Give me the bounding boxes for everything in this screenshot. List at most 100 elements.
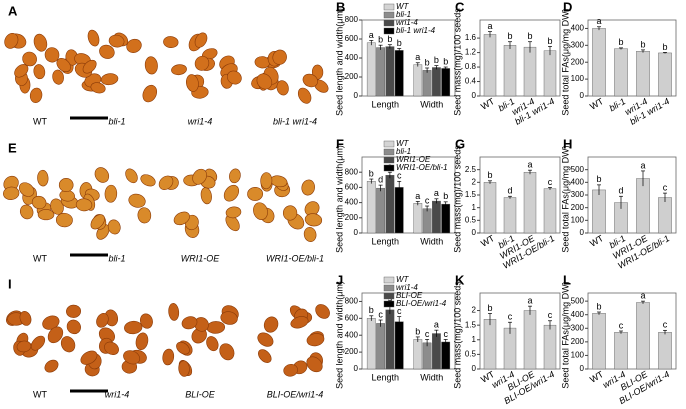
significance-letter: a (487, 21, 492, 31)
bar (394, 187, 404, 234)
seed-photo (163, 32, 242, 99)
seed (44, 47, 60, 63)
legend-swatch (383, 19, 395, 27)
bar (441, 68, 451, 97)
y-tick-label: 300 (571, 190, 585, 199)
y-tick-label: 500 (571, 296, 585, 305)
y-tick-label: 0.5 (465, 215, 477, 224)
significance-letter: b (527, 31, 532, 41)
significance-letter: b (369, 168, 374, 178)
photo-label: BLI-OE (185, 389, 216, 399)
bar (413, 203, 423, 234)
seed (100, 73, 119, 86)
seed-photo (257, 304, 330, 377)
seed (144, 56, 158, 75)
seed (306, 356, 323, 373)
bar (636, 302, 650, 370)
seed (311, 64, 324, 80)
seed (301, 179, 315, 196)
bar (636, 178, 650, 234)
error-bar (597, 26, 601, 31)
legend-label: wri1-4 (396, 18, 418, 27)
y-axis-label: Seed total FAs(μg/mg DW) (560, 145, 570, 252)
bar (432, 333, 441, 370)
panel-letter: C (455, 0, 465, 14)
seed (302, 73, 318, 88)
y-tick-label: 300 (571, 40, 585, 49)
y-tick-label: 2 (472, 306, 477, 315)
seed (158, 175, 174, 190)
seed (258, 349, 272, 363)
y-tick-label: 0 (580, 228, 585, 237)
seed (128, 193, 146, 208)
seed (33, 64, 46, 80)
bar (543, 324, 557, 370)
photo-label: bli-1 wri1-4 (273, 116, 317, 126)
y-tick-label: 1.2 (465, 48, 477, 57)
plot-frame (361, 292, 456, 370)
y-tick-label: 800 (345, 15, 359, 24)
bar (614, 332, 628, 370)
seed (33, 33, 48, 52)
seed (297, 87, 312, 104)
bar (376, 187, 385, 234)
error-bar (378, 184, 383, 192)
error-bar (397, 48, 402, 53)
seed-photo (80, 309, 153, 377)
bar (483, 182, 497, 234)
seed (58, 178, 74, 193)
plot-frame (587, 292, 677, 370)
seed-photo (3, 169, 79, 228)
panel-letter: A (8, 3, 18, 18)
significance-letter: a (387, 295, 392, 305)
error-bar (369, 40, 374, 46)
y-tick-label: 600 (345, 313, 359, 322)
significance-letter: c (378, 309, 383, 319)
error-bar (434, 198, 439, 204)
y-axis-label: Seed mass(mg)/100 seeds (452, 281, 462, 389)
seed (219, 343, 235, 361)
legend-swatch (383, 292, 395, 300)
seed (37, 169, 49, 187)
legend-label: WT (396, 275, 410, 284)
x-tick-label: Length (371, 99, 399, 109)
significance-letter: b (443, 191, 448, 201)
bar (523, 171, 537, 234)
significance-letter: a (415, 52, 420, 62)
y-tick-label: 200 (571, 203, 585, 212)
significance-letter: a (369, 30, 374, 40)
significance-letter: b (596, 301, 601, 311)
error-bar (425, 339, 430, 347)
bar (592, 28, 606, 97)
bar (366, 42, 376, 97)
bar (422, 70, 432, 97)
significance-letter: c (425, 329, 430, 339)
significance-letter: b (618, 37, 623, 47)
legend-label: WT (396, 2, 410, 11)
bar (385, 175, 395, 234)
legend-swatch (383, 156, 395, 164)
bar (385, 309, 395, 370)
seed (181, 316, 198, 330)
legend-swatch (383, 27, 395, 35)
seed (94, 167, 110, 183)
error-bar (488, 180, 492, 184)
seed (168, 303, 180, 321)
significance-letter: d (507, 186, 512, 196)
significance-letter: d (378, 174, 383, 184)
seed (257, 332, 274, 347)
y-tick-label: 800 (345, 297, 359, 306)
seed (194, 32, 208, 48)
significance-letter: b (487, 170, 492, 180)
error-bar (425, 205, 430, 212)
seed (90, 82, 106, 94)
seed (226, 70, 242, 85)
seed (19, 311, 32, 326)
significance-letter: c (425, 195, 430, 205)
error-bar (425, 67, 430, 73)
photo-label: bli-1 (108, 116, 125, 126)
significance-letter: c (663, 182, 668, 192)
bar (503, 327, 517, 370)
legend-swatch (383, 276, 395, 284)
